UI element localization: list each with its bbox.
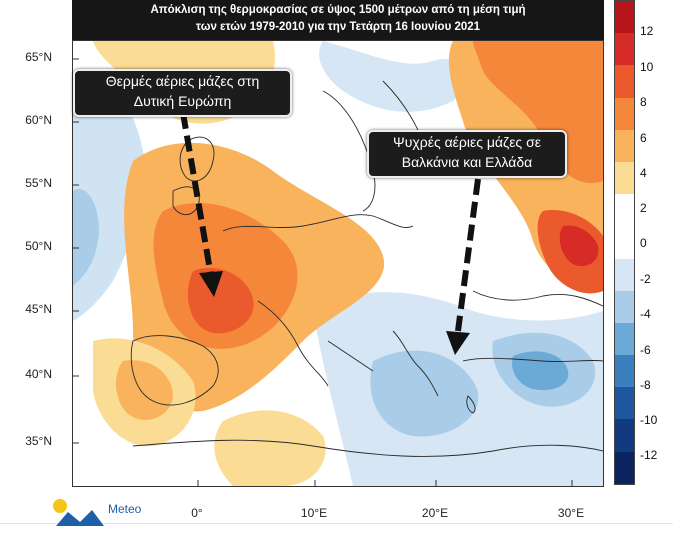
- colorbar-label-12: 12: [640, 24, 654, 38]
- warm-region-caspian-core: [559, 225, 599, 267]
- colorbar-segment: [615, 419, 634, 452]
- map-title: Απόκλιση της θερμοκρασίας σε ύψος 1500 μ…: [72, 0, 604, 40]
- colorbar-segment: [615, 33, 634, 66]
- colorbar-segment: [615, 387, 634, 420]
- colorbar-label-minus-10: -10: [640, 413, 658, 427]
- warm-region-france-core: [187, 267, 254, 334]
- lat-label-60: 60°N: [25, 113, 52, 127]
- lon-label-30e: 30°E: [557, 506, 585, 520]
- lat-label-65: 65°N: [25, 50, 52, 64]
- colorbar-label-6: 6: [640, 131, 647, 145]
- colorbar-label-minus-6: -6: [640, 343, 651, 357]
- colorbar-segment: [615, 65, 634, 98]
- lat-label-35: 35°N: [25, 434, 52, 448]
- colorbar-label-0: 0: [640, 236, 647, 250]
- east-arrow-head: [446, 331, 470, 355]
- colorbar-label-minus-2: -2: [640, 272, 651, 286]
- colorbar-segment: [615, 355, 634, 388]
- west-arrow-head: [199, 271, 223, 297]
- colorbar-segment: [615, 322, 634, 356]
- cold-region-aegean: [370, 350, 479, 437]
- lat-label-55: 55°N: [25, 176, 52, 190]
- colorbar-segment: [615, 1, 634, 34]
- colorbar-label-2: 2: [640, 201, 647, 215]
- lat-label-45: 45°N: [25, 302, 52, 316]
- annotation-west-line-2: Δυτική Ευρώπη: [133, 93, 232, 109]
- colorbar-segment: [615, 451, 634, 484]
- annotation-west-line-1: Θερμές αέριες μάζες στη: [105, 73, 260, 89]
- title-line-1: Απόκλιση της θερμοκρασίας σε ύψος 1500 μ…: [150, 4, 526, 16]
- colorbar-label-8: 8: [640, 95, 647, 109]
- footer-strip: [0, 523, 673, 554]
- lon-label-20e: 20°E: [421, 506, 449, 520]
- annotation-east-line-1: Ψυχρές αέριες μάζες σε: [393, 134, 541, 150]
- colorbar-segment: [615, 161, 634, 195]
- colorbar-label-10: 10: [640, 60, 654, 74]
- coastlines: [130, 80, 603, 457]
- lon-label-10e: 10°E: [300, 506, 328, 520]
- annotation-cold-balkans: Ψυχρές αέριες μάζες σε Βαλκάνια και Ελλά…: [367, 130, 567, 178]
- colorbar-segment: [615, 194, 634, 227]
- colorbar-label-minus-4: -4: [640, 307, 651, 321]
- west-arrow: [180, 112, 214, 277]
- meteo-logo-text: Meteo: [108, 502, 142, 516]
- colorbar-segment: [615, 226, 634, 259]
- meteo-logo-icon: [53, 499, 104, 526]
- annotation-warm-west-europe: Θερμές αέριες μάζες στη Δυτική Ευρώπη: [73, 69, 292, 117]
- colorbar: [614, 0, 635, 485]
- lon-label-0: 0°: [191, 506, 203, 520]
- colorbar-segment: [615, 97, 634, 130]
- title-line-2: των ετών 1979-2010 για την Τετάρτη 16 Ιο…: [195, 21, 481, 33]
- colorbar-label-minus-12: -12: [640, 448, 658, 462]
- colorbar-label-minus-8: -8: [640, 378, 651, 392]
- grid-ticks: [73, 58, 573, 486]
- warm-region-iberia-inner: [116, 360, 173, 420]
- colorbar-segment: [615, 258, 634, 291]
- warm-region-russia-inner: [473, 41, 603, 183]
- colorbar-segment: [615, 129, 634, 162]
- lat-label-40: 40°N: [25, 367, 52, 381]
- colorbar-label-4: 4: [640, 166, 647, 180]
- lat-label-50: 50°N: [25, 239, 52, 253]
- cold-region-atlantic-deep: [73, 189, 99, 286]
- colorbar-segment: [615, 290, 634, 323]
- east-arrow: [455, 178, 481, 332]
- warm-region-north-africa: [214, 410, 326, 486]
- cold-region-scandinavia: [319, 41, 464, 112]
- annotation-east-line-2: Βαλκάνια και Ελλάδα: [401, 154, 533, 170]
